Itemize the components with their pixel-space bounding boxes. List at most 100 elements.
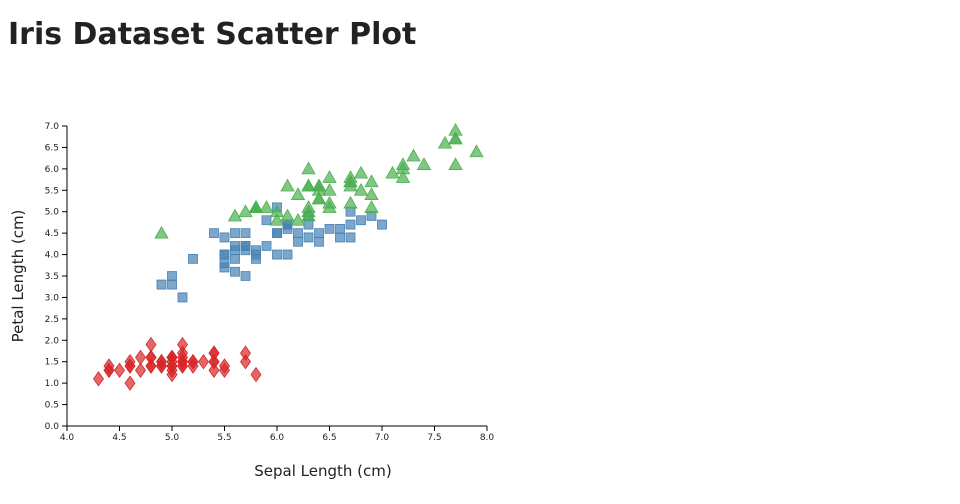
point: [335, 223, 345, 234]
point: [345, 219, 356, 230]
point: [314, 228, 324, 239]
x-tick-label: 8.0: [480, 433, 495, 443]
point: [364, 187, 379, 200]
point: [343, 195, 358, 209]
x-tick-label: 7.5: [427, 433, 441, 443]
point: [314, 236, 324, 247]
y-tick-label: 6.5: [45, 143, 59, 153]
point: [167, 271, 177, 281]
x-tick-label: 4.0: [60, 433, 75, 443]
y-tick-label: 1.5: [45, 358, 59, 368]
chart-title: Iris Dataset Scatter Plot: [8, 17, 416, 52]
x-tick-label: 7.0: [375, 433, 390, 443]
point: [177, 349, 188, 366]
point: [301, 161, 316, 175]
point: [145, 336, 157, 353]
y-tick-label: 0.0: [45, 422, 60, 432]
y-tick-label: 5.5: [45, 186, 59, 196]
point: [261, 241, 272, 251]
point: [124, 375, 136, 391]
point: [290, 187, 306, 200]
point: [322, 170, 337, 183]
x-tick-label: 5.0: [165, 433, 180, 443]
point: [93, 371, 104, 387]
x-tick-label: 6.0: [270, 433, 285, 443]
point: [364, 174, 379, 188]
point: [177, 336, 188, 353]
point: [240, 345, 251, 361]
point: [280, 208, 295, 222]
point: [416, 157, 432, 170]
point: [156, 358, 167, 374]
point: [301, 204, 316, 218]
point: [230, 228, 240, 239]
point: [124, 358, 136, 374]
point: [293, 228, 303, 239]
point: [322, 182, 337, 196]
point: [135, 349, 146, 366]
point: [406, 148, 421, 162]
point: [188, 253, 198, 264]
point: [198, 354, 209, 370]
y-axis-label: Petal Length (cm): [9, 210, 27, 343]
y-tick-label: 4.5: [45, 229, 59, 239]
point: [282, 249, 293, 260]
point: [240, 245, 251, 256]
point: [145, 358, 157, 374]
point: [272, 228, 282, 239]
point: [230, 253, 240, 264]
y-tick-label: 3.0: [45, 293, 60, 303]
point: [469, 144, 484, 158]
point: [230, 241, 240, 251]
point: [311, 191, 327, 205]
point: [301, 178, 316, 192]
point: [167, 279, 177, 290]
point: [353, 182, 369, 196]
point: [114, 362, 125, 378]
point: [154, 225, 169, 239]
point: [208, 362, 220, 378]
point: [219, 262, 230, 273]
point: [345, 232, 356, 243]
point: [259, 200, 274, 213]
point: [250, 366, 262, 383]
point: [303, 219, 314, 230]
point: [290, 212, 306, 226]
point: [356, 215, 366, 226]
point: [437, 135, 453, 149]
point: [219, 362, 230, 378]
point: [311, 182, 327, 196]
point: [238, 204, 253, 218]
y-tick-label: 2.5: [45, 315, 59, 325]
point: [269, 212, 285, 226]
point: [293, 236, 303, 247]
x-tick-label: 6.5: [322, 433, 336, 443]
y-tick-label: 7.0: [45, 122, 60, 132]
x-tick-label: 5.5: [217, 433, 231, 443]
point: [227, 208, 243, 222]
y-tick-label: 6.0: [45, 165, 60, 175]
y-tick-label: 1.0: [45, 379, 60, 389]
x-tick-label: 4.5: [112, 433, 126, 443]
point: [282, 223, 293, 234]
point: [261, 215, 272, 226]
y-tick-label: 4.0: [45, 251, 60, 261]
point: [219, 249, 230, 260]
point: [324, 223, 335, 234]
point: [166, 358, 178, 374]
point: [345, 206, 356, 217]
y-tick-label: 0.5: [45, 401, 59, 411]
point: [187, 354, 199, 370]
point: [230, 266, 240, 277]
y-tick-label: 2.0: [45, 336, 60, 346]
point: [272, 249, 282, 260]
point: [364, 200, 379, 213]
y-tick-label: 5.0: [45, 208, 60, 218]
point: [366, 211, 377, 221]
point: [209, 228, 219, 239]
point: [240, 354, 251, 370]
point: [240, 271, 251, 281]
point: [251, 249, 261, 260]
point: [395, 170, 411, 183]
